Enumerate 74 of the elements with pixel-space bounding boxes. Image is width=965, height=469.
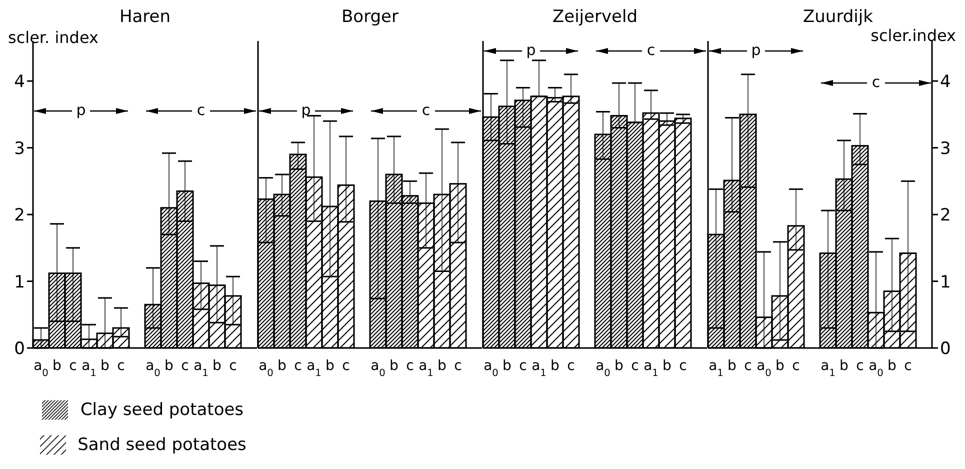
x-tick-label: c (454, 358, 462, 374)
y-tick-label: 4 (940, 72, 951, 92)
x-tick-label: c (294, 358, 302, 374)
x-tick-label: c (117, 358, 125, 374)
x-tick-label: c (744, 358, 752, 374)
x-tick-label: c (679, 358, 687, 374)
x-tick-label: a$_{1}$ (418, 358, 434, 378)
x-tick-label: a$_{1}$ (306, 358, 322, 378)
x-tick-label: c (229, 358, 237, 374)
x-tick-label: b (438, 358, 447, 374)
y-tick-label: 3 (14, 138, 25, 159)
y-tick-label: 2 (14, 206, 25, 226)
x-tick-label: a$_{0}$ (868, 358, 884, 378)
x-tick-label: b (390, 358, 399, 374)
annotation: c (870, 73, 882, 92)
annotation: c (646, 41, 656, 59)
chart-title: Borger (340, 7, 400, 27)
x-tick-label: b (164, 358, 174, 374)
x-tick-label: a$_{0}$ (756, 358, 772, 378)
y-axis-title: scler.index (870, 26, 956, 45)
x-tick-label: a$_{1}$ (194, 358, 208, 378)
x-tick-label: a$_{0}$ (258, 358, 274, 378)
y-tick-label: 4 (14, 72, 25, 92)
x-tick-label: b (502, 358, 512, 374)
y-tick-label: 0 (940, 339, 951, 360)
annotation: c (196, 101, 206, 120)
x-tick-label: c (904, 358, 912, 374)
x-tick-label: b (840, 358, 849, 374)
x-tick-label: b (776, 358, 785, 374)
x-tick-label: b (888, 358, 897, 374)
x-tick-label: b (550, 358, 560, 374)
x-tick-label: c (519, 358, 527, 374)
x-tick-label: b (100, 358, 110, 374)
chart-title: Zuurdijk (802, 7, 874, 27)
x-tick-label: a$_{0}$ (484, 358, 498, 378)
x-tick-label: b (728, 358, 737, 374)
chart-title: Zeijerveld (551, 7, 639, 27)
x-tick-label: a$_{0}$ (34, 358, 48, 378)
x-tick-label: a$_{0}$ (370, 358, 386, 378)
x-tick-label: c (567, 358, 575, 374)
annotation: p (750, 41, 762, 59)
legend-label: Sand seed potatoes (78, 435, 246, 455)
annotation: c (420, 101, 432, 120)
y-tick-label: 2 (940, 206, 951, 226)
annotation: p (75, 101, 87, 120)
y-tick-label: 1 (940, 272, 951, 292)
chart-title: Haren (118, 7, 172, 27)
x-tick-label: a$_{1}$ (820, 358, 836, 378)
annotation: p (300, 101, 312, 120)
x-tick-label: a$_{1}$ (82, 358, 96, 378)
x-tick-label: c (69, 358, 77, 374)
x-tick-label: a$_{1}$ (708, 358, 724, 378)
x-tick-label: a$_{1}$ (644, 358, 658, 378)
x-tick-label: a$_{0}$ (596, 358, 610, 378)
legend-label: Clay seed potatoes (80, 400, 244, 420)
y-tick-label: 3 (940, 138, 951, 159)
x-tick-label: c (792, 358, 800, 374)
x-tick-label: c (856, 358, 864, 374)
x-tick-label: c (631, 358, 639, 374)
x-tick-label: c (342, 358, 350, 374)
x-tick-label: b (326, 358, 335, 374)
x-tick-label: b (52, 358, 62, 374)
x-tick-label: c (406, 358, 414, 374)
x-tick-label: a$_{1}$ (532, 358, 546, 378)
x-tick-label: a$_{0}$ (146, 358, 160, 378)
y-axis-title: scler. index (8, 28, 98, 47)
x-tick-label: b (278, 358, 287, 374)
annotation: p (525, 41, 537, 59)
x-tick-label: b (212, 358, 222, 374)
x-tick-label: b (614, 358, 624, 374)
y-tick-label: 1 (14, 272, 25, 292)
y-tick-label: 0 (14, 339, 25, 360)
x-tick-label: c (181, 358, 189, 374)
x-tick-label: b (662, 358, 672, 374)
